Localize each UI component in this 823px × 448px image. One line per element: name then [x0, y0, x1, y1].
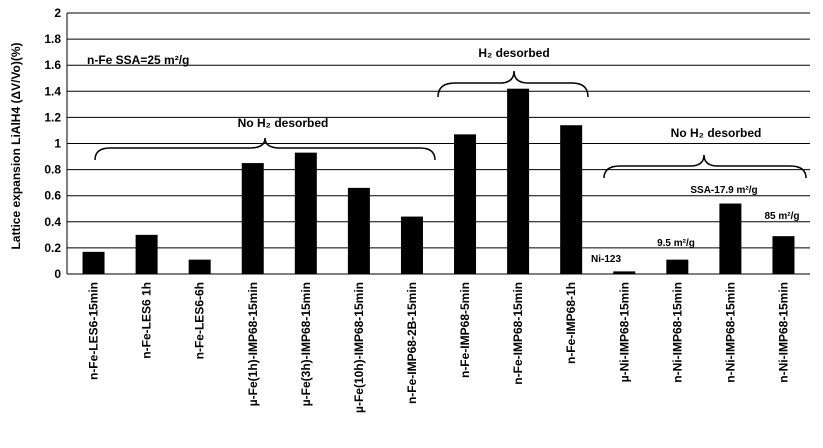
x-category-label: µ-Fe(3h)-IMP68-15min: [299, 282, 313, 406]
y-tick-label: 0: [54, 267, 61, 281]
bar: [507, 88, 530, 274]
y-tick-label: 0.2: [44, 241, 61, 255]
y-tick-labels: 0 0.2 0.4 0.6 0.8 1 1.2 1.4 1.6 1.8 2: [44, 6, 61, 281]
x-category-label: n-Fe-LES6-15min: [87, 282, 101, 380]
annotation-ssa-17-9: SSA-17.9 m²/g: [690, 185, 757, 196]
x-category-label: n-Fe-LES6-6h: [193, 282, 207, 359]
y-tick-label: 0.8: [44, 163, 61, 177]
annotation-h2-desorbed: H₂ desorbed: [478, 46, 549, 60]
bars: [82, 88, 795, 274]
brace-middle: [437, 70, 589, 98]
bar: [454, 134, 477, 274]
grid-lines: [67, 12, 810, 249]
brace-left: [94, 137, 436, 161]
annotation-no-h2-right: No H₂ desorbed: [671, 126, 762, 140]
x-category-label: n-Fe-IMP68-2B-15min: [405, 282, 419, 404]
y-tick-label: 1.4: [44, 84, 61, 98]
annotation-ssa-9-5: 9.5 m²/g: [657, 238, 695, 249]
bar: [400, 216, 423, 274]
annotation-ssa-fe: n-Fe SSA=25 m²/g: [87, 53, 189, 67]
x-category-label: µ-Ni-IMP68-15min: [617, 282, 631, 382]
bar: [772, 236, 795, 274]
annotation-ni123: Ni-123: [591, 254, 621, 265]
x-category-label: n-Ni-IMP68-15min: [723, 282, 737, 383]
bar: [719, 203, 742, 274]
x-category-label: n-Fe-IMP68-15min: [511, 282, 525, 385]
y-tick-label: 0.4: [44, 215, 61, 229]
x-category-label: n-Ni-IMP68-15min: [776, 282, 790, 383]
x-category-label: µ-Fe(1h)-IMP68-15min: [246, 282, 260, 406]
y-tick-label: 2: [54, 6, 61, 20]
x-category-label: n-Ni-IMP68-15min: [670, 282, 684, 383]
bar: [294, 152, 317, 274]
bar: [560, 125, 583, 274]
bar: [613, 271, 636, 274]
bar: [241, 163, 264, 274]
bar: [135, 234, 158, 274]
brace-right: [603, 154, 807, 179]
bar: [666, 259, 689, 274]
annotation-ssa-85: 85 m²/g: [764, 211, 799, 222]
annotation-no-h2-left: No H₂ desorbed: [238, 116, 329, 130]
y-axis-label: Lattice expansion LiAlH4 (ΔV/Vo)(%): [9, 42, 23, 249]
x-category-label: µ-Fe(10h)-IMP68-15min: [352, 282, 366, 413]
x-category-label: n-Fe-IMP68-1h: [564, 282, 578, 364]
y-tick-label: 0.6: [44, 189, 61, 203]
y-tick-label: 1.6: [44, 58, 61, 72]
bar: [82, 251, 105, 274]
bar: [188, 259, 211, 274]
x-category-label: n-Fe-IMP68-5min: [458, 282, 472, 378]
category-labels: n-Fe-LES6-15min n-Fe-LES6 1h n-Fe-LES6-6h µ…: [87, 282, 791, 413]
y-tick-label: 1.8: [44, 32, 61, 46]
bar: [347, 187, 370, 274]
y-tick-label: 1: [54, 137, 61, 151]
x-category-label: n-Fe-LES6 1h: [140, 282, 154, 359]
y-tick-label: 1.2: [44, 110, 61, 124]
